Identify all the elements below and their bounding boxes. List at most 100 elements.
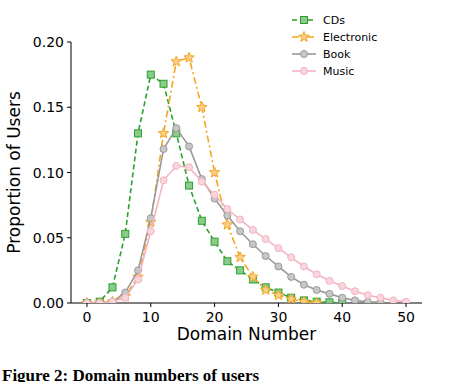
legend-marker	[299, 32, 309, 42]
data-point	[147, 71, 154, 78]
data-point	[211, 238, 218, 245]
data-point	[83, 300, 90, 304]
x-tick	[406, 303, 407, 307]
data-point	[390, 297, 397, 303]
data-point	[186, 182, 193, 189]
x-tick	[150, 303, 151, 307]
data-point	[96, 300, 103, 304]
data-point	[313, 286, 320, 293]
data-point	[364, 292, 371, 299]
data-point	[122, 230, 129, 237]
legend-marker	[301, 68, 308, 75]
data-point	[237, 267, 244, 274]
data-point	[288, 254, 295, 261]
data-point	[186, 164, 193, 171]
x-tick	[86, 303, 87, 307]
series-line	[87, 75, 342, 303]
data-point	[286, 294, 296, 303]
data-point	[173, 162, 180, 169]
data-point	[377, 294, 384, 301]
data-point	[122, 294, 129, 301]
y-tick	[67, 172, 71, 173]
x-tick	[342, 303, 343, 307]
legend: CDs Electronic Book Music	[292, 14, 377, 78]
data-point	[262, 236, 269, 243]
data-point	[313, 271, 320, 278]
data-point	[109, 298, 116, 303]
data-point	[300, 263, 307, 270]
legend-label: Music	[323, 65, 354, 78]
data-point	[224, 212, 231, 219]
series-line	[87, 58, 317, 303]
y-tick-label: 0.15	[33, 99, 64, 115]
data-point	[209, 167, 219, 177]
data-point	[211, 191, 218, 198]
series-line	[87, 166, 406, 303]
data-point	[160, 177, 167, 184]
x-axis-label: Domain Number	[177, 324, 317, 344]
data-point	[198, 217, 205, 224]
legend-marker	[301, 51, 308, 58]
x-tick-label: 30	[269, 309, 287, 325]
y-tick	[67, 237, 71, 238]
x-tick-label: 50	[397, 309, 415, 325]
y-tick	[67, 107, 71, 108]
data-point	[83, 300, 90, 304]
data-point	[249, 226, 256, 233]
data-point	[326, 277, 333, 284]
data-point	[235, 252, 245, 262]
data-point	[273, 290, 283, 300]
data-point	[351, 297, 358, 303]
y-tick-label: 0.10	[33, 165, 64, 181]
data-point	[262, 253, 269, 260]
data-point	[339, 283, 346, 290]
legend-label: Book	[323, 48, 351, 61]
data-point	[311, 298, 321, 304]
y-axis-label: Proportion of Users	[4, 91, 24, 254]
data-point	[326, 299, 333, 303]
data-point	[173, 125, 180, 132]
data-point	[351, 288, 358, 295]
data-point	[237, 228, 244, 235]
data-point	[109, 284, 116, 291]
legend-label: CDs	[323, 14, 345, 27]
data-point	[339, 294, 346, 301]
series-line	[87, 128, 381, 303]
data-point	[275, 245, 282, 252]
data-point	[135, 276, 142, 283]
data-point	[300, 281, 307, 288]
data-point	[275, 263, 282, 270]
plot-area	[82, 52, 410, 303]
y-tick	[67, 42, 71, 43]
data-point	[160, 146, 167, 153]
data-point	[249, 241, 256, 248]
data-point	[198, 178, 205, 185]
y-tick-label: 0.00	[33, 295, 64, 311]
data-point	[248, 271, 258, 281]
data-point	[184, 52, 194, 62]
data-point	[135, 130, 142, 137]
y-tick-label: 0.05	[33, 230, 64, 246]
data-point	[260, 284, 270, 294]
data-point	[186, 143, 193, 150]
data-point	[299, 296, 309, 303]
data-point	[109, 298, 116, 303]
data-point	[237, 216, 244, 223]
x-tick-label: 10	[142, 309, 160, 325]
y-tick-label: 0.20	[33, 34, 64, 50]
y-tick	[67, 303, 71, 304]
caption: Figure 2: Domain numbers of users	[2, 366, 259, 382]
data-point	[160, 80, 167, 87]
x-tick-label: 40	[333, 309, 351, 325]
data-point	[82, 298, 92, 304]
data-point	[147, 228, 154, 235]
legend-marker	[301, 17, 308, 24]
data-point	[224, 258, 231, 265]
x-tick-label: 0	[82, 309, 91, 325]
legend-label: Electronic	[323, 31, 377, 44]
data-point	[197, 102, 207, 112]
data-point	[158, 128, 168, 138]
data-point	[94, 298, 104, 304]
data-point	[96, 300, 103, 304]
x-tick	[214, 303, 215, 307]
